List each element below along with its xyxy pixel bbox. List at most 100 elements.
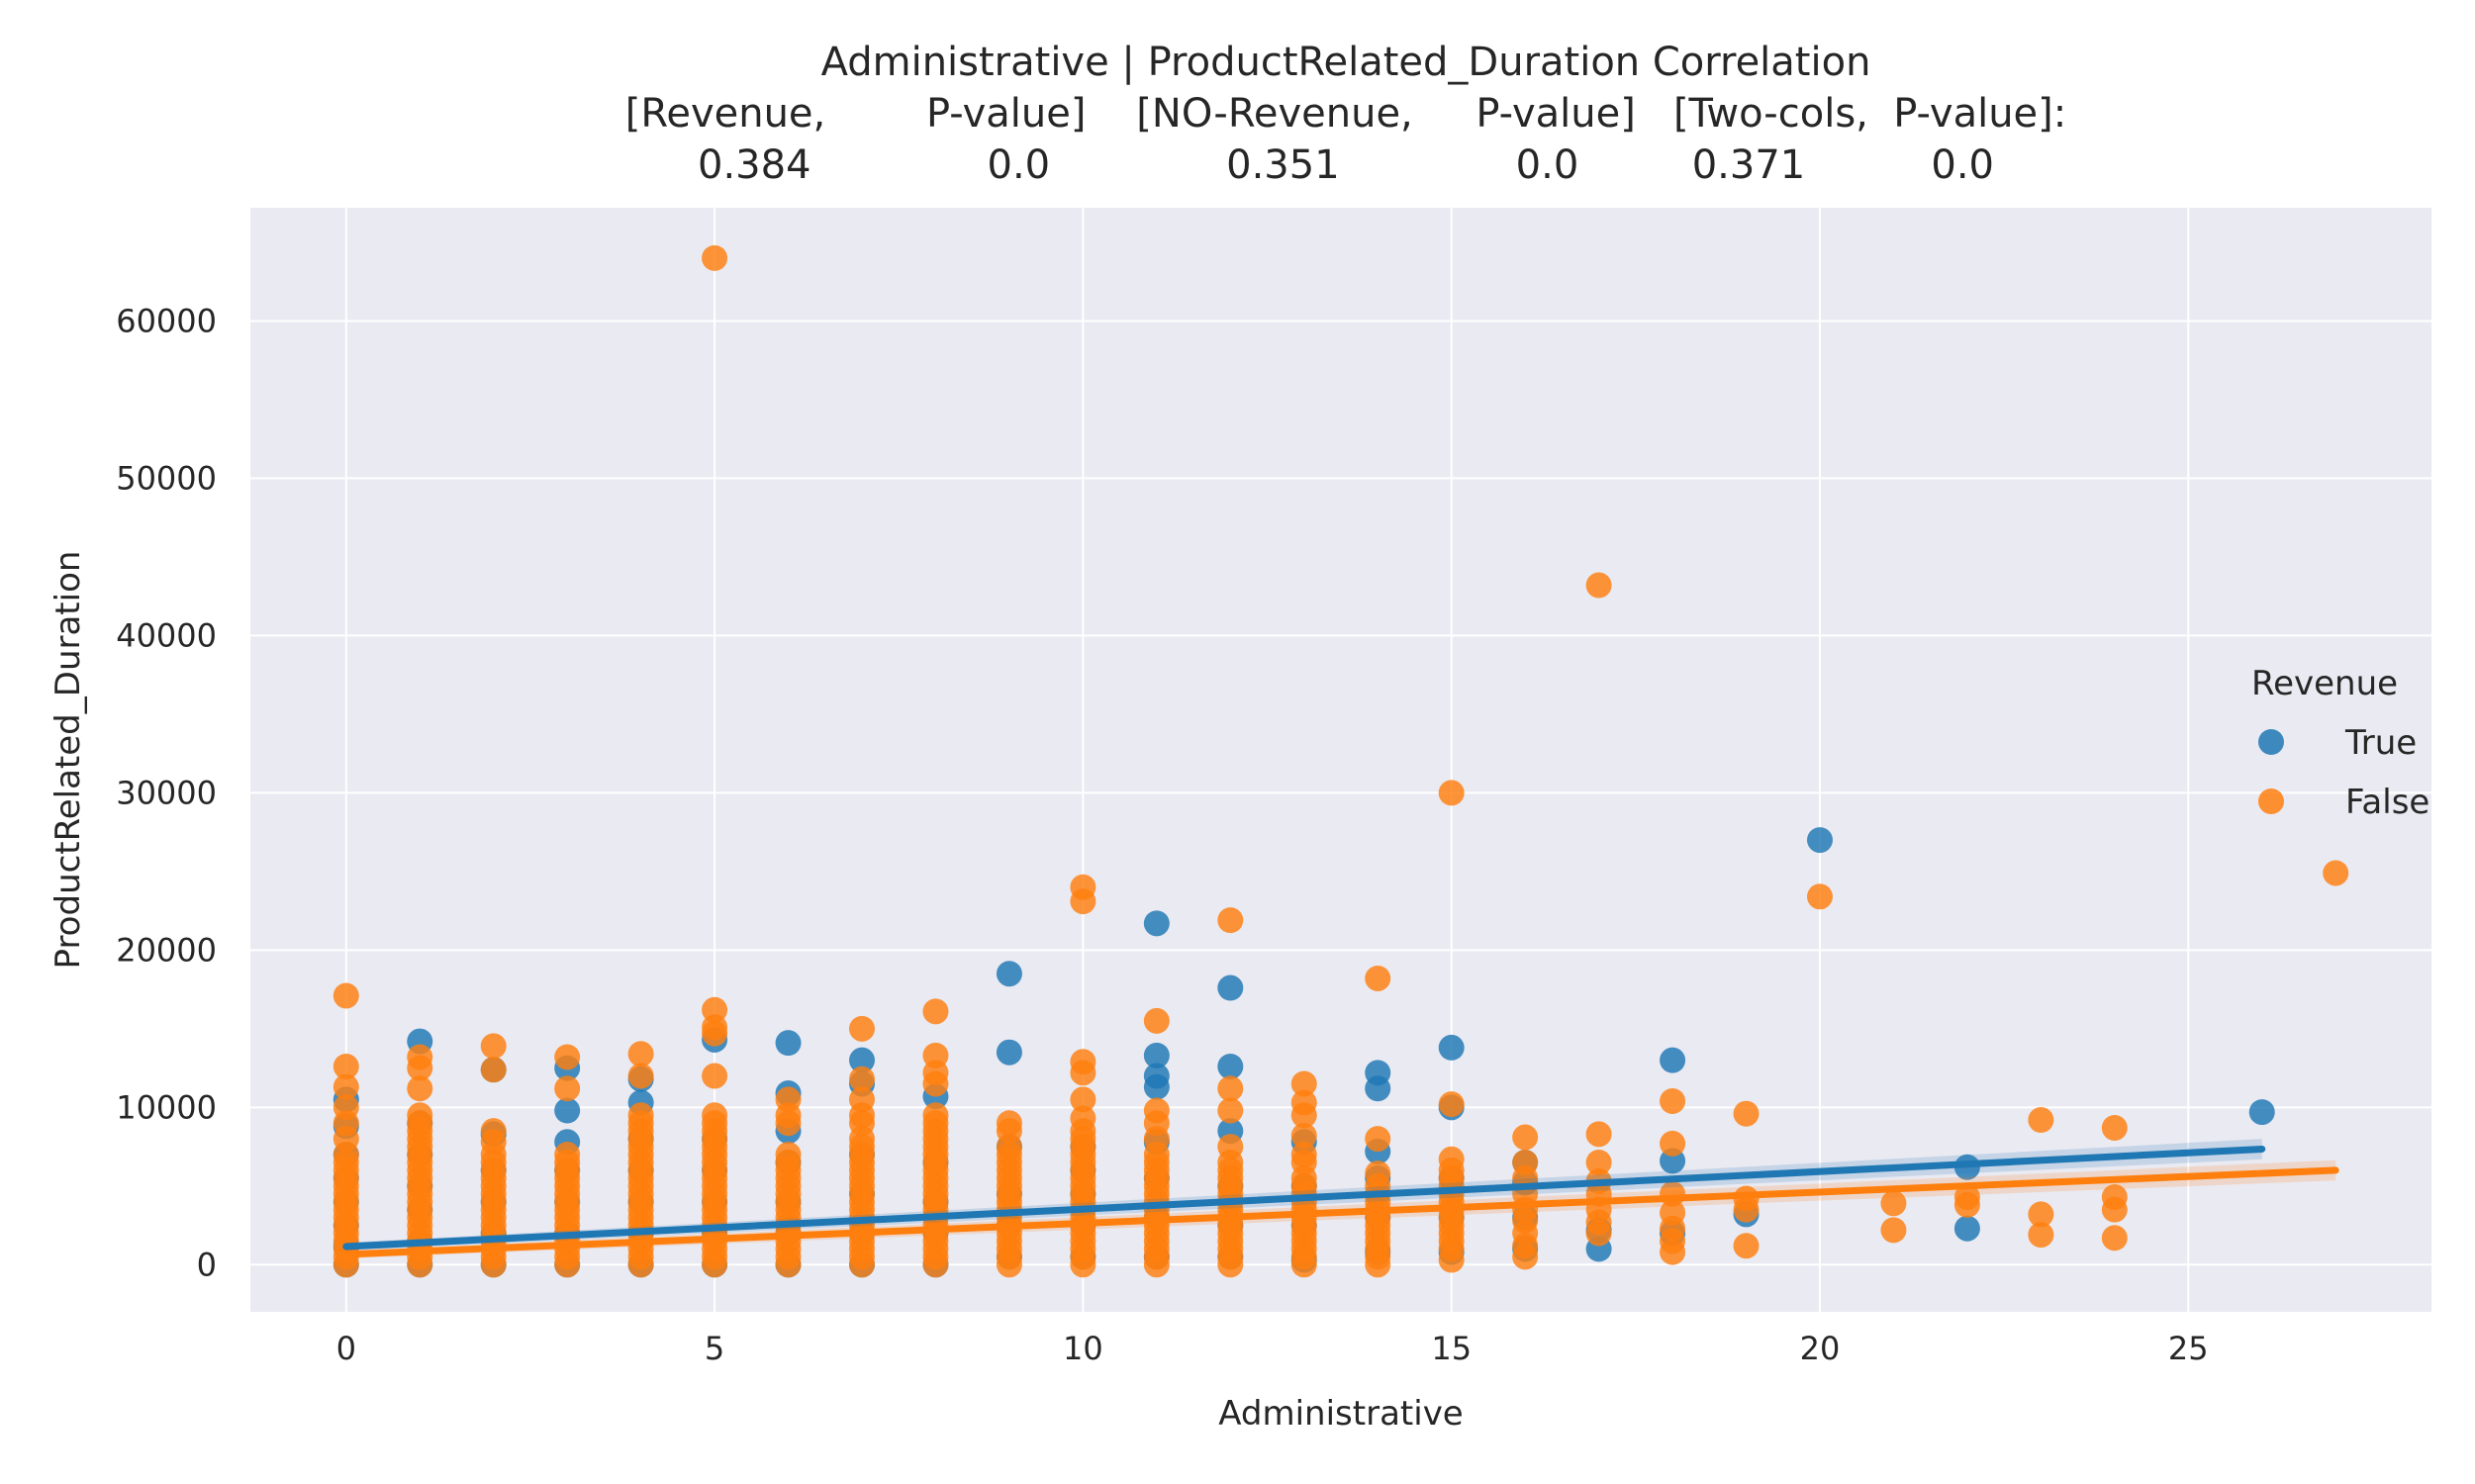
data-point bbox=[333, 1054, 359, 1079]
data-point bbox=[407, 1044, 433, 1070]
data-point bbox=[1143, 910, 1170, 937]
data-point bbox=[1365, 965, 1391, 991]
regression-line-false bbox=[342, 1166, 2339, 1258]
data-point bbox=[775, 1030, 802, 1057]
data-point bbox=[2028, 1201, 2054, 1228]
data-point bbox=[1070, 1049, 1096, 1075]
data-point bbox=[407, 1075, 433, 1102]
data-point bbox=[849, 1015, 876, 1042]
legend-label-true: True bbox=[2344, 723, 2417, 763]
y-tick-label: 60000 bbox=[116, 302, 217, 339]
x-tick-label: 25 bbox=[2168, 1330, 2209, 1367]
data-point bbox=[849, 1047, 876, 1073]
tick-labels: 0 5 10 15 20 25 0 10000 20000 30000 40000 50000 6000… bbox=[116, 302, 2208, 1367]
data-point bbox=[775, 1142, 802, 1168]
y-tick-label: 20000 bbox=[116, 931, 217, 969]
data-point bbox=[1438, 1034, 1465, 1061]
data-point bbox=[1290, 1070, 1317, 1097]
title-line-2: [Revenue, P-value] [NO-Revenue, P-value]… bbox=[625, 91, 2067, 137]
y-axis-title: ProductRelated_Duration bbox=[48, 551, 88, 970]
data-point bbox=[1217, 1134, 1244, 1160]
data-point bbox=[1070, 1105, 1096, 1132]
data-point bbox=[2248, 1099, 2275, 1126]
data-point bbox=[1733, 1100, 1760, 1127]
data-point bbox=[1512, 1149, 1539, 1175]
data-point bbox=[702, 1102, 728, 1129]
data-point bbox=[480, 1118, 507, 1145]
y-tick-label: 10000 bbox=[116, 1088, 217, 1126]
data-point bbox=[1217, 1097, 1244, 1124]
data-point bbox=[1438, 780, 1465, 806]
gridlines bbox=[250, 208, 2431, 1312]
x-axis-title: Administrative bbox=[1218, 1394, 1463, 1434]
data-point bbox=[1806, 883, 1833, 910]
data-point bbox=[775, 1086, 802, 1113]
data-point bbox=[1217, 974, 1244, 1001]
data-point bbox=[480, 1033, 507, 1060]
data-point bbox=[1880, 1190, 1907, 1217]
data-point bbox=[2101, 1225, 2128, 1252]
data-point bbox=[1660, 1047, 1686, 1073]
x-tick-label: 15 bbox=[1431, 1330, 1472, 1367]
legend-marker-false bbox=[2258, 788, 2284, 814]
legend: Revenue True False bbox=[2251, 664, 2429, 822]
data-point bbox=[1143, 1097, 1170, 1124]
plot-area bbox=[250, 208, 2431, 1312]
data-point bbox=[1953, 1215, 1980, 1242]
data-point bbox=[333, 1073, 359, 1100]
data-point bbox=[1070, 874, 1096, 900]
data-point bbox=[702, 1063, 728, 1089]
data-point bbox=[922, 998, 949, 1025]
title-line-1: Administrative | ProductRelated_Duration… bbox=[821, 40, 1871, 85]
data-point bbox=[1290, 1142, 1317, 1168]
regression-line-true bbox=[342, 1145, 2266, 1251]
data-point bbox=[1290, 1089, 1317, 1116]
x-tick-label: 10 bbox=[1063, 1330, 1103, 1367]
data-point bbox=[333, 982, 359, 1009]
data-point bbox=[627, 1063, 654, 1089]
data-point bbox=[849, 1086, 876, 1113]
data-point bbox=[480, 1057, 507, 1083]
data-point bbox=[1585, 572, 1612, 599]
data-point bbox=[1143, 1063, 1170, 1089]
regression-lines bbox=[342, 1139, 2339, 1258]
data-point bbox=[2323, 860, 2349, 886]
data-point bbox=[996, 1039, 1022, 1066]
data-point bbox=[1806, 827, 1833, 854]
data-point bbox=[1880, 1217, 1907, 1244]
y-tick-label: 0 bbox=[197, 1246, 217, 1283]
y-tick-label: 50000 bbox=[116, 459, 217, 497]
data-point bbox=[702, 244, 728, 271]
legend-title: Revenue bbox=[2251, 664, 2398, 703]
x-tick-label: 20 bbox=[1800, 1330, 1841, 1367]
data-point bbox=[554, 1075, 581, 1102]
data-point bbox=[1660, 1130, 1686, 1157]
data-point bbox=[627, 1041, 654, 1067]
data-point bbox=[1217, 1054, 1244, 1079]
data-point bbox=[1365, 1126, 1391, 1153]
data-point bbox=[922, 1102, 949, 1129]
legend-label-false: False bbox=[2345, 783, 2429, 822]
data-point bbox=[849, 1066, 876, 1092]
data-point bbox=[1438, 1146, 1465, 1172]
data-point bbox=[333, 1094, 359, 1121]
data-point bbox=[2028, 1222, 2054, 1249]
title-line-3: 0.384 0.0 0.351 0.0 0.371 0.0 bbox=[698, 142, 1994, 188]
data-point bbox=[1365, 1060, 1391, 1086]
data-point bbox=[2101, 1115, 2128, 1141]
data-point bbox=[1217, 907, 1244, 934]
x-tick-label: 0 bbox=[336, 1330, 356, 1367]
data-point bbox=[1143, 1007, 1170, 1034]
data-point bbox=[627, 1102, 654, 1129]
data-point bbox=[554, 1142, 581, 1168]
data-point bbox=[1953, 1183, 1980, 1210]
data-point bbox=[1217, 1075, 1244, 1102]
data-point bbox=[1290, 1122, 1317, 1149]
data-point bbox=[554, 1097, 581, 1124]
data-point bbox=[1733, 1233, 1760, 1259]
data-point bbox=[2028, 1107, 2054, 1134]
data-point bbox=[996, 961, 1022, 987]
data-point bbox=[702, 996, 728, 1023]
data-point bbox=[922, 1042, 949, 1068]
